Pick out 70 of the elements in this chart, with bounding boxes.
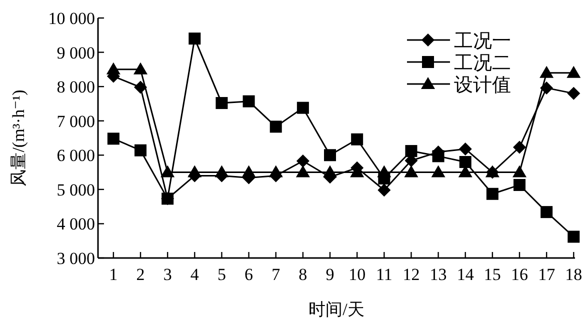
point xyxy=(512,165,527,178)
y-tick-label: 5 000 xyxy=(56,180,95,200)
point xyxy=(134,62,148,74)
x-tick-label: 2 xyxy=(136,265,145,284)
x-tick-label: 10 xyxy=(348,265,366,284)
point xyxy=(107,132,120,145)
point xyxy=(324,149,336,162)
x-tick-label: 3 xyxy=(163,265,172,284)
point xyxy=(323,165,338,178)
point xyxy=(296,102,309,114)
point xyxy=(458,142,472,156)
point xyxy=(214,165,229,178)
y-tick-label: 4 000 xyxy=(56,214,95,234)
point xyxy=(568,230,580,243)
point xyxy=(351,133,364,146)
legend-label: 工况二 xyxy=(454,53,511,74)
x-tick-label: 13 xyxy=(430,265,447,284)
point xyxy=(405,145,418,158)
point xyxy=(242,165,256,178)
point xyxy=(432,150,444,162)
legend-label: 设计值 xyxy=(454,75,511,96)
point xyxy=(188,32,201,45)
x-tick-label: 7 xyxy=(272,265,281,284)
x-tick-label: 16 xyxy=(511,265,528,284)
x-tick-label: 14 xyxy=(456,265,474,284)
y-tick-label: 9 000 xyxy=(56,43,95,62)
point xyxy=(566,66,581,78)
point xyxy=(540,206,553,218)
point xyxy=(567,86,580,100)
legend-label: 工况一 xyxy=(454,31,511,52)
point xyxy=(514,178,526,191)
point xyxy=(404,165,418,178)
y-tick-label: 7 000 xyxy=(56,112,95,131)
point xyxy=(540,81,554,94)
point xyxy=(513,140,526,154)
point xyxy=(134,80,147,94)
point xyxy=(377,165,392,178)
y-tick-label: 8 000 xyxy=(56,78,95,97)
point xyxy=(160,165,175,178)
x-tick-label: 12 xyxy=(402,265,420,284)
x-tick-label: 6 xyxy=(244,265,254,284)
point xyxy=(216,97,228,110)
point xyxy=(486,188,498,200)
x-tick-label: 17 xyxy=(538,265,556,284)
point xyxy=(378,184,391,197)
x-tick-label: 1 xyxy=(109,265,118,284)
point xyxy=(162,192,174,205)
y-tick-label: 3 000 xyxy=(56,249,95,268)
y-axis-title: 风量/(m³·h⁻¹) xyxy=(9,90,28,186)
point xyxy=(296,154,310,168)
x-axis-title: 时间/天 xyxy=(308,300,364,319)
x-tick-label: 11 xyxy=(376,265,392,284)
point xyxy=(242,95,255,108)
x-tick-label: 15 xyxy=(484,265,501,284)
x-tick-label: 9 xyxy=(326,265,334,284)
point xyxy=(431,165,446,178)
point xyxy=(540,66,554,78)
x-tick-label: 4 xyxy=(190,265,200,284)
x-tick-label: 18 xyxy=(565,265,582,284)
x-tick-label: 5 xyxy=(217,265,226,284)
y-tick-label: 6 000 xyxy=(56,146,95,166)
point xyxy=(106,62,120,74)
x-tick-label: 8 xyxy=(298,265,308,284)
point xyxy=(270,120,282,133)
point xyxy=(188,165,202,178)
point xyxy=(459,156,472,168)
point xyxy=(296,165,310,178)
y-tick-label: 10 000 xyxy=(48,9,95,28)
point xyxy=(134,144,146,156)
point xyxy=(268,165,283,178)
